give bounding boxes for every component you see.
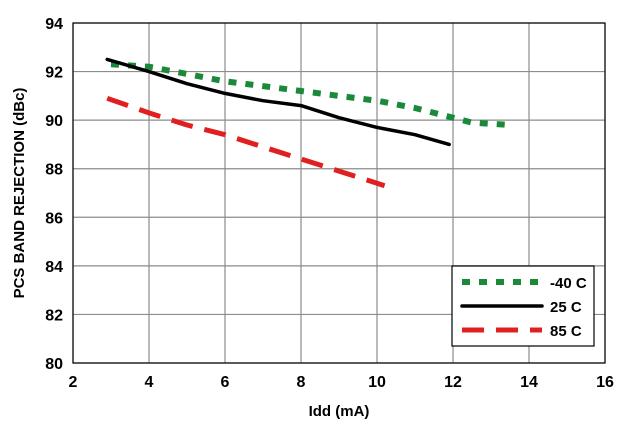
legend: -40 C 25 C 85 C bbox=[451, 265, 595, 347]
x-axis-label: Idd (mA) bbox=[309, 403, 370, 420]
series-line-2 bbox=[106, 95, 386, 189]
x-tick-label-3: 8 bbox=[297, 374, 306, 391]
legend-label-1: 25 C bbox=[550, 299, 582, 316]
series-line-0 bbox=[110, 61, 511, 128]
x-tick-label-6: 14 bbox=[520, 374, 538, 391]
legend-label-0: -40 C bbox=[550, 275, 587, 292]
y-tick-label-0: 80 bbox=[45, 356, 63, 373]
y-tick-labels: 80 82 84 86 88 90 92 94 bbox=[45, 16, 63, 373]
x-tick-label-4: 10 bbox=[368, 374, 386, 391]
x-tick-label-1: 4 bbox=[145, 374, 154, 391]
series-layer bbox=[105, 57, 511, 189]
y-tick-label-1: 82 bbox=[45, 307, 63, 324]
legend-label-2: 85 C bbox=[550, 323, 582, 340]
x-tick-label-5: 12 bbox=[444, 374, 462, 391]
y-tick-label-2: 84 bbox=[45, 259, 63, 276]
plot-frame bbox=[72, 22, 606, 364]
y-tick-label-6: 92 bbox=[45, 65, 63, 82]
y-tick-label-5: 90 bbox=[45, 113, 63, 130]
y-tick-label-3: 86 bbox=[45, 210, 63, 227]
series-line-1 bbox=[105, 57, 451, 147]
y-tick-label-7: 94 bbox=[45, 16, 63, 33]
x-tick-label-0: 2 bbox=[69, 374, 78, 391]
x-tick-label-2: 6 bbox=[221, 374, 230, 391]
x-tick-label-7: 16 bbox=[596, 374, 614, 391]
y-tick-label-4: 88 bbox=[45, 162, 63, 179]
y-axis-label: PCS BAND REJECTION (dBc) bbox=[11, 88, 28, 299]
x-tick-labels: 2 4 6 8 10 12 14 16 bbox=[69, 374, 614, 391]
